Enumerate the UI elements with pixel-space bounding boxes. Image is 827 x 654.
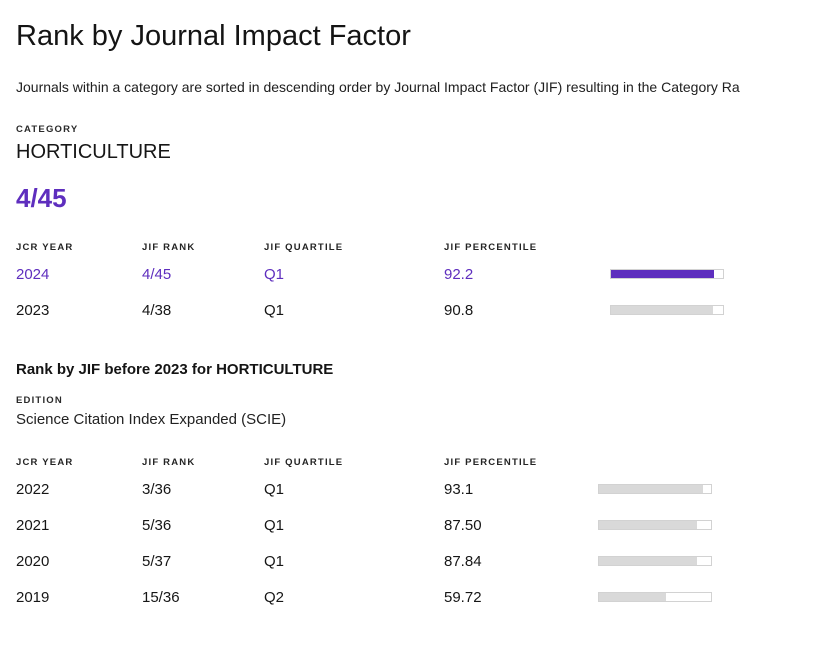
page-title: Rank by Journal Impact Factor <box>16 20 411 52</box>
rank-by-jif-page: Rank by Journal Impact Factor Journals w… <box>16 20 827 615</box>
category-label: CATEGORY <box>16 124 79 136</box>
table-header-row: JCR YEAR JIF RANK JIF QUARTILE JIF PERCE… <box>16 457 827 468</box>
jif-percentile-cell: 87.84 <box>444 552 482 570</box>
jif-quartile-cell: Q1 <box>264 480 285 498</box>
jif-percentile-cell: 87.50 <box>444 516 482 534</box>
percentile-bar-fill <box>611 306 713 315</box>
header-jif-rank: JIF RANK <box>142 242 196 254</box>
jif-rank-cell: 4/38 <box>142 301 172 319</box>
jif-percentile-cell: 90.8 <box>444 301 474 319</box>
jif-rank-cell: 5/37 <box>142 552 172 570</box>
jif-quartile-cell: Q1 <box>264 516 285 534</box>
percentile-bar <box>610 269 724 280</box>
jcr-year-cell: 2019 <box>16 588 50 606</box>
jif-rank-cell: 4/45 <box>142 265 172 283</box>
header-jif-percentile: JIF PERCENTILE <box>444 242 538 254</box>
historical-heading: Rank by JIF before 2023 for HORTICULTURE <box>16 361 334 379</box>
jif-percentile-cell: 93.1 <box>444 480 474 498</box>
percentile-bar <box>598 520 712 531</box>
percentile-bar-fill <box>611 270 715 279</box>
jcr-year-cell: 2021 <box>16 516 50 534</box>
percentile-bar <box>598 556 712 567</box>
jif-quartile-cell: Q1 <box>264 552 285 570</box>
table-row: 2020 5/37 Q1 87.84 <box>16 543 827 579</box>
jcr-year-cell: 2024 <box>16 265 50 283</box>
table-header-row: JCR YEAR JIF RANK JIF QUARTILE JIF PERCE… <box>16 242 827 253</box>
jif-rank-cell: 15/36 <box>142 588 180 606</box>
header-jif-quartile: JIF QUARTILE <box>264 457 344 469</box>
jif-percentile-cell: 59.72 <box>444 588 482 606</box>
jif-quartile-cell: Q2 <box>264 588 285 606</box>
jif-percentile-cell: 92.2 <box>444 265 474 283</box>
table-row: 2022 3/36 Q1 93.1 <box>16 471 827 507</box>
jif-rank-cell: 5/36 <box>142 516 172 534</box>
percentile-bar <box>610 305 724 316</box>
jif-quartile-cell: Q1 <box>264 301 285 319</box>
percentile-bar-fill <box>599 593 666 602</box>
header-jif-quartile: JIF QUARTILE <box>264 242 344 254</box>
percentile-bar-fill <box>599 485 704 494</box>
jif-rank-cell: 3/36 <box>142 480 172 498</box>
category-name: HORTICULTURE <box>16 141 171 164</box>
page-description: Journals within a category are sorted in… <box>16 79 740 96</box>
header-jcr-year: JCR YEAR <box>16 457 74 469</box>
table-row: 2021 5/36 Q1 87.50 <box>16 507 827 543</box>
percentile-bar <box>598 484 712 495</box>
percentile-bar-fill <box>599 521 697 530</box>
jif-rank-table-historical: JCR YEAR JIF RANK JIF QUARTILE JIF PERCE… <box>16 457 827 615</box>
jif-quartile-cell: Q1 <box>264 265 285 283</box>
jcr-year-cell: 2022 <box>16 480 50 498</box>
table-row: 2019 15/36 Q2 59.72 <box>16 579 827 615</box>
percentile-bar-fill <box>599 557 698 566</box>
table-row: 2024 4/45 Q1 92.2 <box>16 256 827 292</box>
header-jcr-year: JCR YEAR <box>16 242 74 254</box>
edition-label: EDITION <box>16 395 63 407</box>
category-rank-value: 4/45 <box>16 183 67 214</box>
edition-value: Science Citation Index Expanded (SCIE) <box>16 411 287 429</box>
header-jif-rank: JIF RANK <box>142 457 196 469</box>
header-jif-percentile: JIF PERCENTILE <box>444 457 538 469</box>
jcr-year-cell: 2023 <box>16 301 50 319</box>
table-row: 2023 4/38 Q1 90.8 <box>16 292 827 328</box>
percentile-bar <box>598 592 712 603</box>
jif-rank-table-current: JCR YEAR JIF RANK JIF QUARTILE JIF PERCE… <box>16 242 827 328</box>
jcr-year-cell: 2020 <box>16 552 50 570</box>
